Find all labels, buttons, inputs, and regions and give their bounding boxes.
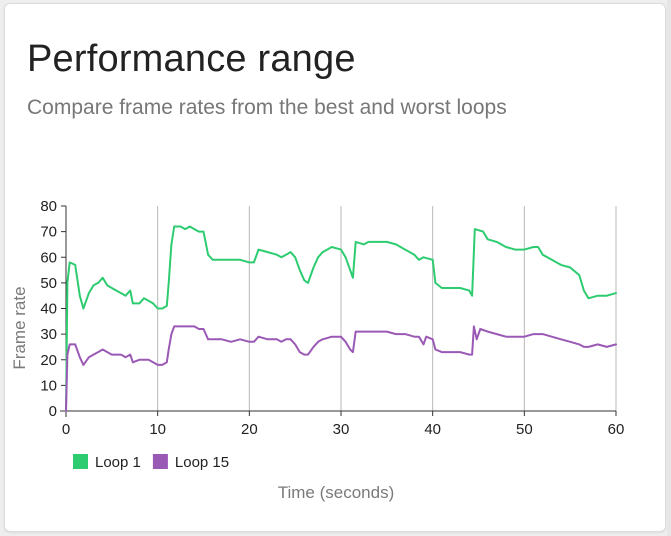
- x-tick-label: 10: [149, 421, 166, 438]
- y-tick-labels: 0 10 20 30 40 50 60 70 80: [40, 198, 57, 420]
- x-tick-label: 60: [608, 421, 625, 438]
- x-tick-label: 40: [424, 421, 441, 438]
- series-line-1: [65, 225, 617, 412]
- y-tick-label: 50: [40, 275, 57, 292]
- y-tick-label: 10: [40, 377, 57, 394]
- series-line-2: [65, 325, 617, 412]
- chart-card: [4, 3, 666, 532]
- x-tick-label: 30: [333, 421, 350, 438]
- x-tick-label: 20: [241, 421, 258, 438]
- x-axis-title: Time (seconds): [278, 483, 395, 502]
- window-edge: [667, 0, 671, 536]
- x-tick-label: 50: [516, 421, 533, 438]
- legend-swatch-1: [73, 454, 88, 469]
- x-tick-label: 0: [62, 421, 70, 438]
- y-tick-label: 80: [40, 198, 57, 215]
- legend-label-1: Loop 1: [95, 454, 141, 471]
- legend-label-2: Loop 15: [175, 454, 229, 471]
- y-tick-label: 60: [40, 249, 57, 266]
- y-tick-label: 20: [40, 352, 57, 369]
- y-axis-title: Frame rate: [10, 286, 29, 369]
- legend-swatch-2: [152, 454, 168, 469]
- chart-title: Performance range: [27, 38, 356, 80]
- series-lines: [65, 225, 617, 412]
- grid-lines: [157, 206, 617, 411]
- y-tick-label: 30: [40, 326, 57, 343]
- x-tick-labels: 0 10 20 30 40 50 60: [62, 421, 625, 438]
- y-tick-label: 40: [40, 301, 57, 318]
- legend: Loop 1 Loop 15: [73, 454, 229, 471]
- y-tick-label: 70: [40, 224, 57, 241]
- y-tick-label: 0: [49, 403, 57, 420]
- axes: [60, 205, 617, 417]
- chart-subtitle: Compare frame rates from the best and wo…: [27, 96, 507, 119]
